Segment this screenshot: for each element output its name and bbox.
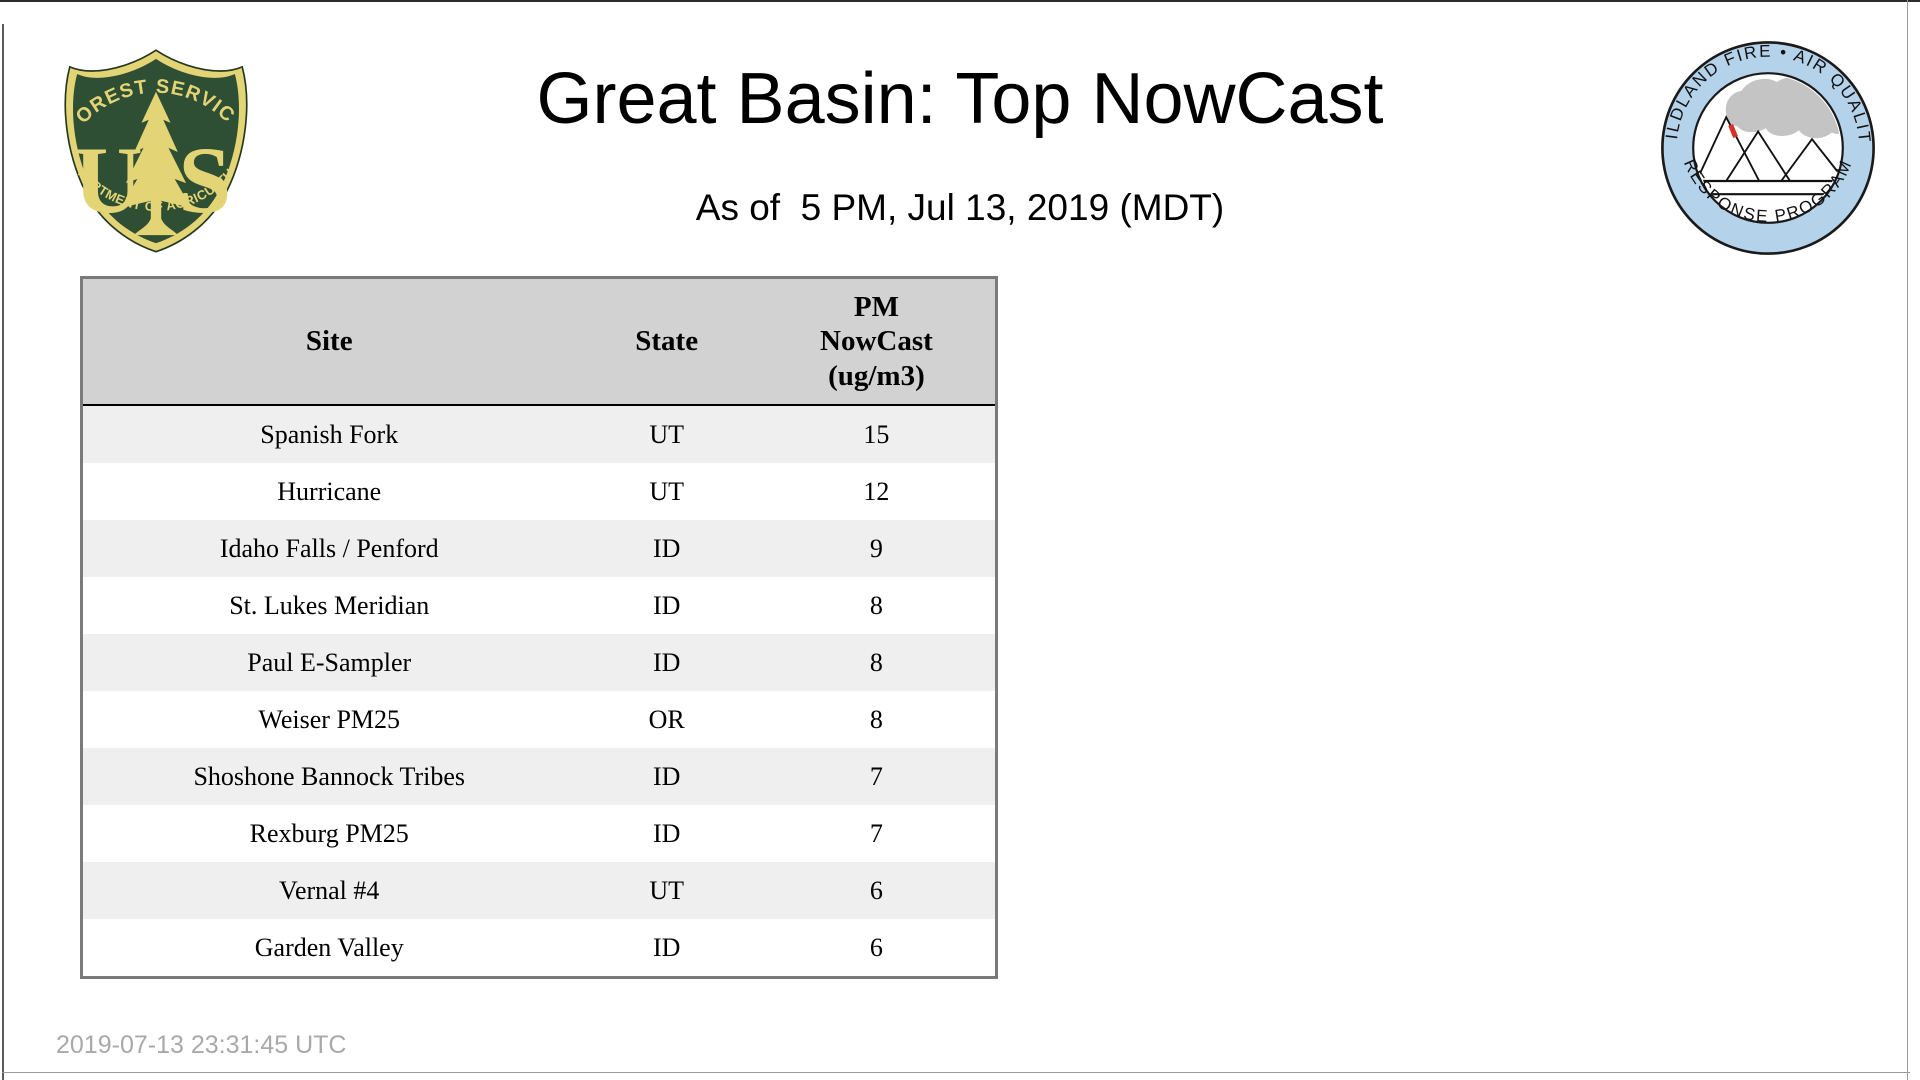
table-row: Paul E-Sampler ID 8	[83, 634, 995, 691]
state-cell: ID	[652, 932, 681, 962]
pine-tree-icon	[120, 91, 192, 236]
pm-nowcast-column-header: PM NowCast (ug/m3)	[758, 279, 995, 404]
table-header-row: Site State PM NowCast (ug/m3)	[83, 279, 995, 406]
site-cell: Paul E-Sampler	[247, 647, 412, 677]
table-row: Spanish Fork UT 15	[83, 406, 995, 463]
value-cell: 8	[869, 704, 883, 734]
pm-header-line-3: (ug/m3)	[828, 359, 925, 392]
site-cell: Vernal #4	[279, 875, 380, 905]
table-body: Spanish Fork UT 15 Hurricane UT 12 Idaho Falls…	[83, 406, 995, 976]
site-cell: Shoshone Bannock Tribes	[193, 761, 466, 791]
state-column-header: State	[635, 325, 699, 357]
frame-bottom-line	[2, 1072, 1910, 1073]
value-cell: 7	[869, 761, 883, 791]
pm-header-line-2: NowCast	[820, 325, 933, 358]
site-cell: Garden Valley	[254, 932, 404, 962]
table-row: St. Lukes Meridian ID 8	[83, 577, 995, 634]
table-row: Rexburg PM25 ID 7	[83, 805, 995, 862]
frame-right-line	[1907, 0, 1908, 1080]
nowcast-table: Site State PM NowCast (ug/m3) Spanish Fo…	[80, 276, 998, 979]
table-row: Vernal #4 UT 6	[83, 862, 995, 919]
shield-letter-s: S	[178, 127, 231, 233]
table-row: Hurricane UT 12	[83, 463, 995, 520]
value-cell: 15	[863, 419, 890, 449]
flame-icon	[1728, 123, 1738, 138]
site-cell: Rexburg PM25	[249, 818, 409, 848]
state-cell: ID	[652, 761, 681, 791]
state-cell: UT	[649, 419, 684, 449]
state-cell: UT	[649, 875, 684, 905]
wfaqrp-logo: WILDLAND FIRE • AIR QUALITY RESPONSE PRO…	[1658, 38, 1875, 255]
site-cell: Weiser PM25	[258, 704, 401, 734]
frame-left-line	[2, 24, 4, 1080]
value-cell: 7	[869, 818, 883, 848]
value-cell: 8	[869, 590, 883, 620]
site-cell: Hurricane	[277, 476, 382, 506]
footer-timestamp: 2019-07-13 23:31:45 UTC	[56, 1031, 347, 1059]
forest-service-logo: FOREST SERVICE DEPARTMENT OF AGRICULTURE…	[50, 44, 248, 253]
site-cell: Spanish Fork	[260, 419, 399, 449]
state-cell: ID	[652, 533, 681, 563]
site-cell: St. Lukes Meridian	[229, 590, 430, 620]
state-cell: ID	[652, 590, 681, 620]
value-cell: 12	[863, 476, 890, 506]
table-row: Garden Valley ID 6	[83, 919, 995, 976]
state-cell: ID	[652, 647, 681, 677]
value-cell: 6	[869, 932, 883, 962]
table-row: Idaho Falls / Penford ID 9	[83, 520, 995, 577]
mountains-icon	[1695, 115, 1841, 196]
site-column-header: Site	[305, 325, 353, 357]
value-cell: 9	[869, 533, 883, 563]
table-row: Shoshone Bannock Tribes ID 7	[83, 748, 995, 805]
frame-top-line	[0, 0, 1920, 2]
value-cell: 8	[869, 647, 883, 677]
state-cell: ID	[652, 818, 681, 848]
site-cell: Idaho Falls / Penford	[219, 533, 439, 563]
value-cell: 6	[869, 875, 883, 905]
pm-header-line-1: PM	[853, 291, 899, 324]
page-title: Great Basin: Top NowCast	[536, 59, 1384, 139]
table-row: Weiser PM25 OR 8	[83, 691, 995, 748]
state-cell: OR	[648, 704, 685, 734]
page-subtitle: As of 5 PM, Jul 13, 2019 (MDT)	[695, 187, 1225, 228]
state-cell: UT	[649, 476, 684, 506]
